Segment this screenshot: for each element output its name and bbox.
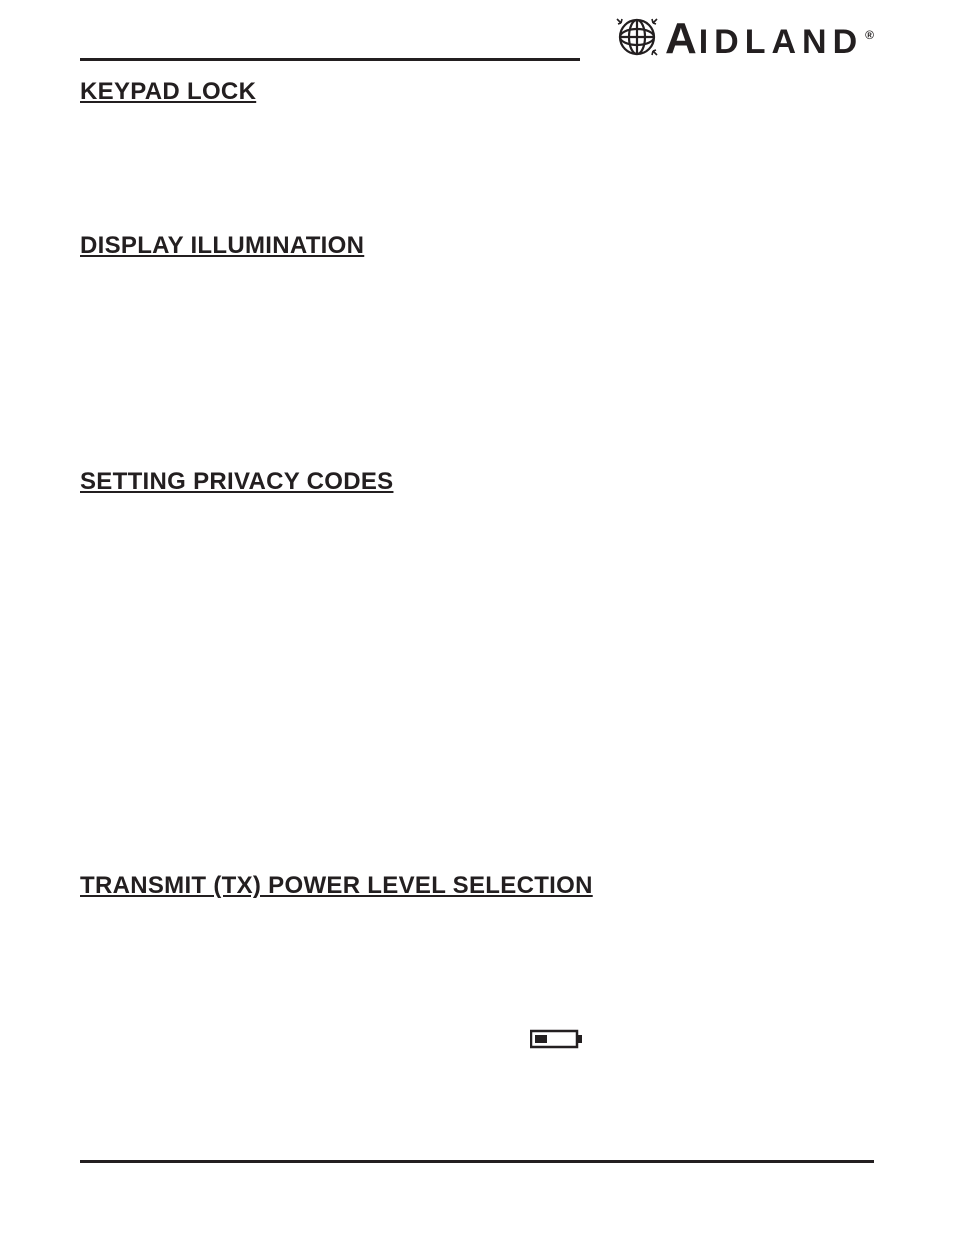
top-horizontal-rule	[80, 58, 580, 61]
manual-page: AIDLAND® KEYPAD LOCK DISPLAY ILLUMINATIO…	[0, 0, 954, 1235]
globe-icon	[615, 15, 659, 59]
heading-setting-privacy-codes: SETTING PRIVACY CODES	[80, 468, 393, 496]
brand-wordmark: AIDLAND®	[665, 14, 874, 64]
registered-mark: ®	[865, 28, 874, 42]
heading-keypad-lock: KEYPAD LOCK	[80, 78, 256, 106]
heading-display-illumination: DISPLAY ILLUMINATION	[80, 232, 364, 260]
brand-rest: IDLAND	[699, 23, 863, 62]
brand-first-letter: A	[665, 14, 697, 64]
brand-logo: AIDLAND®	[615, 14, 874, 64]
heading-transmit-power-level: TRANSMIT (TX) POWER LEVEL SELECTION	[80, 872, 593, 900]
battery-low-icon	[530, 1028, 584, 1055]
bottom-horizontal-rule	[80, 1160, 874, 1163]
